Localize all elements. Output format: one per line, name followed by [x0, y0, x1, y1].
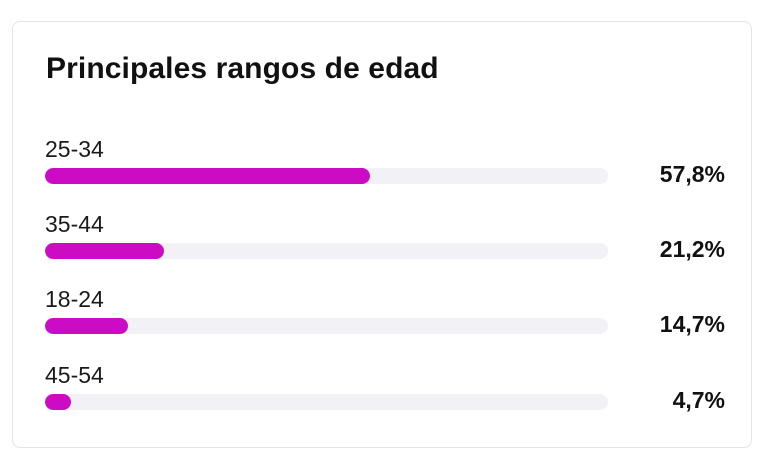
age-ranges-card: Principales rangos de edad 25-34 57,8% 3…	[12, 21, 752, 448]
percentage-value: 4,7%	[672, 387, 725, 413]
progress-track	[45, 394, 608, 410]
age-row: 18-24 14,7%	[45, 286, 725, 348]
progress-fill	[45, 168, 371, 184]
age-range-label: 35-44	[45, 211, 104, 237]
card-title: Principales rangos de edad	[46, 52, 439, 85]
progress-fill	[45, 243, 165, 259]
age-row: 35-44 21,2%	[45, 211, 725, 273]
age-row: 25-34 57,8%	[45, 136, 725, 198]
progress-fill	[45, 394, 72, 410]
progress-track	[45, 318, 608, 334]
progress-fill	[45, 318, 128, 334]
age-range-label: 45-54	[45, 362, 104, 388]
age-range-label: 25-34	[45, 136, 104, 162]
progress-track	[45, 168, 608, 184]
percentage-value: 57,8%	[659, 161, 725, 187]
percentage-value: 21,2%	[659, 236, 725, 262]
age-row: 45-54 4,7%	[45, 362, 725, 424]
progress-track	[45, 243, 608, 259]
age-range-label: 18-24	[45, 286, 104, 312]
percentage-value: 14,7%	[659, 311, 725, 337]
